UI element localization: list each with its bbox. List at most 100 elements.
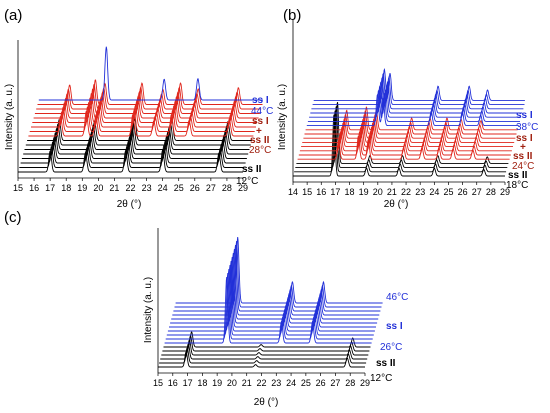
xrd-trace [23,131,249,155]
xrd-trace [312,72,525,106]
xrd-trace [159,347,367,364]
panel-b-ann-18C: 18°C [506,180,528,191]
x-tick-label: 28 [486,187,496,197]
xrd-trace [32,97,258,123]
x-tick-label: 19 [212,378,222,388]
xrd-trace [20,140,246,164]
x-tick-label: 29 [360,378,370,388]
xrd-trace [25,122,251,146]
panel-c-ann-ssII: ss II [376,358,396,369]
x-tick-label: 28 [345,378,355,388]
panel-a-label: (a) [4,7,22,24]
x-tick-label: 22 [125,183,135,193]
panel-c-ann-ssI: ss I [386,321,403,332]
x-tick-label: 24 [158,183,168,193]
x-tick-label: 27 [472,187,482,197]
panel-b-ann-plus: + [520,142,526,153]
panel-a-ylabel: Intensity (a. u.) [4,84,15,150]
panel-c-label: (c) [4,209,22,226]
x-tick-label: 26 [316,378,326,388]
x-tick-label: 17 [183,378,193,388]
xrd-trace [36,83,262,110]
panel-b: (b) 2θ (°) Intensity (a. u.) 14 15 16 17 18 1… [277,7,538,210]
x-tick-label: 25 [443,187,453,197]
panel-c-traces [158,236,383,368]
xrd-trace [172,248,380,316]
panel-b-ann-ssII: ss II [508,170,528,181]
x-tick-label: 17 [330,187,340,197]
x-tick-label: 15 [302,187,312,197]
panel-b-ylabel: Intensity (a. u.) [277,84,288,150]
panel-b-x-ticks: 14 15 16 17 18 19 20 21 22 23 24 25 26 27 28 29 [288,20,510,197]
x-tick-label: 18 [197,378,207,388]
x-tick-label: 20 [373,187,383,197]
xrd-trace [309,84,522,118]
panel-a-traces [18,46,263,173]
x-tick-label: 16 [168,378,178,388]
x-tick-label: 25 [301,378,311,388]
xrd-trace [27,117,253,141]
xrd-trace [167,264,375,332]
panel-b-xlabel: 2θ (°) [384,199,409,210]
panel-c-x-ticks: 15 16 17 18 19 20 21 22 23 24 25 26 27 28 29 [153,228,370,388]
xrd-trace [307,89,520,122]
panel-a-ann-12C: 12°C [236,176,258,187]
x-tick-label: 21 [109,183,119,193]
x-tick-label: 26 [190,183,200,193]
x-tick-label: 14 [288,187,298,197]
panel-b-ann-ssII-mix: ss II [513,151,533,162]
x-tick-label: 15 [13,183,23,193]
panel-a-ann-ssII-mix: ss II [250,135,270,146]
x-tick-label: 18 [61,183,71,193]
panel-c-ann-46C: 46°C [386,292,408,303]
x-tick-label: 17 [45,183,55,193]
panel-b-ann-24C: 24°C [512,161,534,172]
panel-c: (c) 2θ (°) Intensity (a. u.) 15 16 17 18 19 2… [4,209,408,408]
xrd-trace [173,244,381,312]
x-tick-label: 18 [345,187,355,197]
xrd-trace [29,106,255,132]
x-tick-label: 16 [29,183,39,193]
x-tick-label: 20 [227,378,237,388]
x-tick-label: 25 [174,183,184,193]
xrd-trace [171,252,379,320]
panel-a-ann-ssII: ss II [242,164,262,175]
x-tick-label: 26 [458,187,468,197]
xrd-trace [24,126,250,150]
panel-a-ann-44C: 44°C [251,106,273,117]
xrd-trace [28,110,254,137]
panel-c-annotations: 46°C ss I 26°C ss II 12°C [370,292,408,384]
xrd-trace [170,256,378,324]
panel-c-ylabel: Intensity (a. u.) [143,277,154,343]
panel-a-ann-plus: + [256,126,262,137]
panel-a: (a) 2θ (°) Intensity (a. u.) 15 16 17 18 19 2… [4,7,273,210]
x-tick-label: 20 [93,183,103,193]
panel-a-x-ticks: 15 16 17 18 19 20 21 22 23 24 25 26 27 28 29 [13,40,248,193]
xrd-trace [33,92,259,119]
x-tick-label: 21 [387,187,397,197]
x-tick-label: 27 [206,183,216,193]
x-tick-label: 19 [359,187,369,197]
x-tick-label: 15 [153,378,163,388]
panel-a-annotations: ss I 44°C ss I + ss II 28°C ss II 12°C [236,95,273,187]
x-tick-label: 23 [142,183,152,193]
panel-c-ann-12C: 12°C [370,373,392,384]
panel-a-xlabel: 2θ (°) [117,199,142,210]
xrd-trace [313,68,525,101]
xrd-trace [169,260,376,328]
x-tick-label: 22 [401,187,411,197]
x-tick-label: 23 [271,378,281,388]
xrd-trace [306,93,519,127]
xrd-trace [38,46,263,101]
x-tick-label: 24 [286,378,296,388]
xrd-trace [311,76,524,110]
panel-c-ann-26C: 26°C [380,342,402,353]
xrd-trace [162,335,370,352]
xrd-trace [163,331,371,348]
x-tick-label: 19 [77,183,87,193]
panel-c-xlabel: 2θ (°) [254,397,279,408]
x-tick-label: 23 [415,187,425,197]
x-tick-label: 16 [316,187,326,197]
x-tick-label: 29 [500,187,510,197]
panel-b-annotations: ss I 38°C ss I + ss II 24°C ss II 18°C [506,110,538,191]
